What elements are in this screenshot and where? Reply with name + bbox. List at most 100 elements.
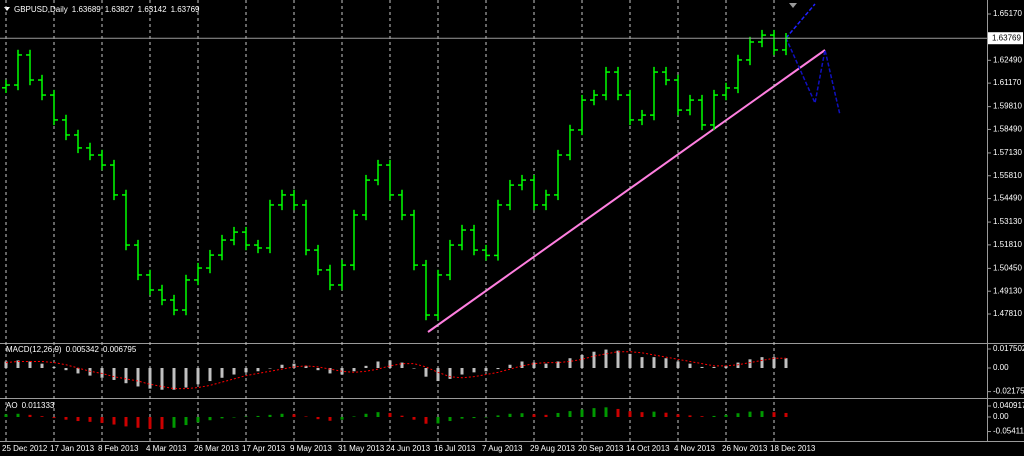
last-price-label: 1.63769 bbox=[992, 33, 1021, 42]
macd-bar bbox=[484, 368, 488, 372]
macd-bar bbox=[640, 357, 644, 369]
header-value: 1.63827 bbox=[105, 5, 134, 14]
ao-bar bbox=[772, 412, 776, 418]
ao-bar bbox=[304, 416, 308, 418]
x-tick-label: 8 Feb 2013 bbox=[98, 444, 139, 453]
ao-bar bbox=[580, 409, 584, 418]
ao-bar bbox=[496, 415, 500, 418]
y-tick-label: -0.054117 bbox=[993, 427, 1024, 436]
macd-bar bbox=[772, 357, 776, 369]
x-tick-label: 24 Jun 2013 bbox=[386, 444, 431, 453]
ao-bar bbox=[520, 413, 524, 418]
shift-marker bbox=[789, 3, 797, 8]
x-tick-label: 29 Aug 2013 bbox=[530, 444, 575, 453]
ao-bar bbox=[64, 417, 68, 420]
ao-bar bbox=[256, 415, 260, 418]
y-tick-label: 0.017502 bbox=[993, 344, 1024, 353]
ao-bar bbox=[232, 417, 236, 418]
indicator-header: MACD(12,26,9) 0.005342 0.006795 bbox=[6, 345, 137, 354]
ao-bar bbox=[616, 408, 620, 418]
macd-bar bbox=[472, 368, 476, 373]
x-tick-label: 4 Nov 2013 bbox=[674, 444, 715, 453]
x-tick-label: 9 May 2013 bbox=[290, 444, 332, 453]
ao-bar bbox=[736, 413, 740, 418]
macd-bar bbox=[400, 362, 404, 369]
macd-bar bbox=[136, 368, 140, 387]
y-tick-label: 1.55810 bbox=[993, 171, 1022, 180]
macd-bar bbox=[760, 357, 764, 369]
x-tick-label: 14 Oct 2013 bbox=[626, 444, 670, 453]
macd-bar bbox=[16, 360, 20, 369]
ao-bar bbox=[40, 416, 44, 418]
ao-bar bbox=[376, 412, 380, 418]
ao-bar bbox=[784, 412, 788, 418]
macd-bar bbox=[568, 358, 572, 369]
macd-bar bbox=[148, 368, 152, 389]
ao-bar bbox=[472, 417, 476, 419]
macd-bar bbox=[700, 366, 704, 369]
y-tick-label: 1.53130 bbox=[993, 217, 1022, 226]
ao-bar bbox=[100, 417, 104, 423]
macd-bar bbox=[460, 368, 464, 375]
macd-bar bbox=[616, 350, 620, 369]
ao-bar bbox=[280, 413, 284, 418]
ao-bar bbox=[532, 414, 536, 418]
ao-bar bbox=[748, 411, 752, 418]
macd-bar bbox=[652, 357, 656, 369]
ao-bar bbox=[28, 414, 32, 418]
macd-bar bbox=[64, 368, 68, 371]
macd-bar bbox=[40, 363, 44, 369]
macd-bar bbox=[232, 368, 236, 375]
ao-bar bbox=[460, 417, 464, 419]
projection-line bbox=[785, 3, 816, 39]
macd-bar bbox=[184, 368, 188, 388]
ao-bar bbox=[196, 417, 200, 423]
macd-bar bbox=[688, 363, 692, 369]
macd-bar bbox=[496, 368, 500, 370]
ao-bar bbox=[628, 411, 632, 418]
y-tick-label: 0.040917 bbox=[993, 401, 1024, 410]
ao-bar bbox=[364, 413, 368, 418]
ao-bar bbox=[400, 415, 404, 418]
macd-bar bbox=[76, 368, 80, 374]
ao-bar bbox=[160, 417, 164, 430]
y-tick-label: 1.50450 bbox=[993, 263, 1022, 272]
macd-bar bbox=[784, 358, 788, 369]
ao-bar bbox=[592, 408, 596, 418]
ao-bar bbox=[712, 415, 716, 418]
ao-bar bbox=[424, 417, 428, 424]
ao-bar bbox=[316, 417, 320, 420]
ao-bar bbox=[208, 417, 212, 421]
ao-bar bbox=[328, 417, 332, 421]
macd-bar bbox=[532, 362, 536, 369]
indicator-header: GBPUSD,Daily 1.63689 1.63827 1.63142 1.63769 bbox=[14, 5, 200, 14]
y-tick-label: 1.51810 bbox=[993, 240, 1022, 249]
ao-bar bbox=[664, 412, 668, 418]
x-tick-label: 25 Dec 2012 bbox=[2, 444, 48, 453]
macd-bar bbox=[256, 368, 260, 372]
ao-bar bbox=[544, 414, 548, 418]
macd-bar bbox=[544, 363, 548, 369]
y-tick-label: 1.65170 bbox=[993, 9, 1022, 18]
y-tick-label: 1.61170 bbox=[993, 78, 1022, 87]
y-tick-label: 0.00 bbox=[993, 363, 1009, 372]
signal-line bbox=[5, 351, 786, 390]
ao-bar bbox=[436, 417, 440, 424]
macd-bar bbox=[220, 368, 224, 378]
x-tick-label: 7 Aug 2013 bbox=[482, 444, 523, 453]
y-tick-label: -0.021756 bbox=[993, 387, 1024, 396]
macd-bar bbox=[604, 349, 608, 369]
macd-bar bbox=[196, 368, 200, 385]
ao-bar bbox=[604, 407, 608, 418]
header-value: 1.63142 bbox=[138, 5, 167, 14]
macd-bar bbox=[100, 368, 104, 378]
ao-bar bbox=[16, 413, 20, 418]
ao-bar bbox=[700, 416, 704, 418]
macd-bar bbox=[172, 368, 176, 390]
x-tick-label: 17 Jan 2013 bbox=[50, 444, 95, 453]
header-title: GBPUSD,Daily bbox=[14, 5, 68, 14]
ao-bar bbox=[292, 414, 296, 418]
ao-bar bbox=[760, 411, 764, 418]
